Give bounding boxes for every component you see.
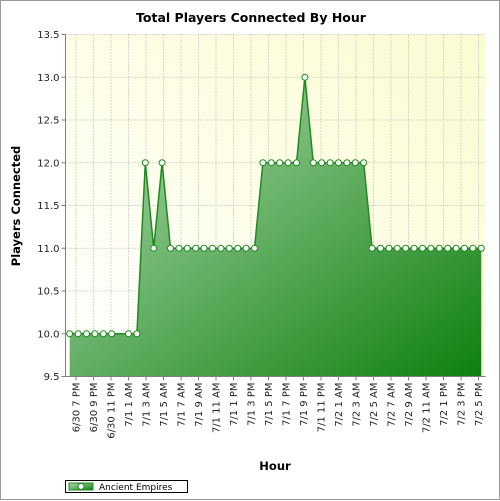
x-tick-label: 7/1 7 PM [282,383,293,426]
data-point [410,244,418,252]
x-tick-label: 6/30 7 PM [72,383,83,433]
x-tick-label: 7/2 7 AM [387,383,398,427]
legend-marker [77,483,85,490]
x-tick-label: 7/2 1 PM [439,383,450,426]
data-point [469,244,477,252]
x-tick-label: 7/1 9 PM [299,383,310,426]
data-point [360,159,368,167]
series-area-fill [69,77,482,377]
y-tick-label: 13.5 [37,30,59,41]
y-axis-title: Players Connected [9,146,23,266]
data-point [335,159,342,167]
data-point [200,244,208,252]
data-point [343,159,351,167]
data-point [452,244,460,252]
data-point [167,244,174,252]
data-point [276,159,284,167]
y-tick-label: 11.5 [37,201,59,212]
data-point [461,244,468,252]
data-point [351,159,359,167]
data-point [66,330,74,338]
data-point [377,244,384,252]
data-point [192,244,200,252]
data-point [259,159,267,167]
x-tick-label: 7/1 9 AM [194,383,205,427]
data-point [435,244,443,252]
data-point [74,330,82,338]
x-tick-labels: 6/30 7 PM 6/30 9 PM 6/30 11 PM 7/1 1 AM 7/1 … [72,383,486,439]
x-tick-label: 7/1 3 PM [247,383,258,426]
y-tick-label: 10.0 [37,329,59,340]
y-tick-label: 12.0 [37,158,59,169]
data-point [251,244,258,252]
series-area [69,77,482,377]
series-points [66,73,485,338]
data-point [301,73,309,81]
x-tick-label: 7/1 11 AM [212,383,223,434]
x-tick-label: 7/2 3 AM [352,383,363,427]
chart-title: Total Players Connected By Hour [136,10,367,25]
x-tick-label: 7/2 11 AM [422,383,433,434]
y-tick-label: 11.0 [37,244,59,255]
data-point [309,159,317,167]
y-tick-labels: 9.5 10.0 10.5 11.0 11.5 12.0 12.5 13.0 13.5 [37,30,59,383]
data-point [419,244,426,252]
data-point [108,330,116,338]
data-point [91,330,99,338]
x-tick-label: 7/2 3 PM [457,383,468,426]
y-tick-label: 10.5 [37,287,59,298]
legend: Ancient Empires [65,480,188,493]
data-point [385,244,393,252]
x-tick-label: 7/1 1 PM [229,383,240,426]
data-point [175,244,183,252]
data-point [368,244,376,252]
data-point [267,159,275,167]
data-point [234,244,242,252]
x-tick-label: 6/30 11 PM [107,383,118,439]
legend-label: Ancient Empires [99,483,173,493]
data-point [83,330,90,338]
data-point [402,244,410,252]
x-tick-label: 7/2 9 AM [404,383,415,427]
x-tick-label: 7/2 5 PM [474,383,485,426]
data-point [284,159,292,167]
data-point [209,244,216,252]
x-tick-label: 7/2 1 AM [334,383,345,427]
data-point [158,159,166,167]
data-point [293,159,300,167]
data-point [217,244,225,252]
x-tick-label: 7/1 1 AM [124,383,135,427]
x-tick-label: 6/30 9 PM [89,383,100,433]
x-tick-label: 7/1 5 PM [264,383,275,426]
x-tick-label: 7/2 5 AM [369,383,380,427]
data-point [225,244,233,252]
x-axis-title: Hour [259,459,291,473]
x-tick-label: 7/1 11 PM [317,383,328,433]
y-tick-label: 12.5 [37,116,59,127]
data-point [183,244,191,252]
y-tick-label: 13.0 [37,73,59,84]
data-point [125,330,132,338]
x-tick-label: 7/1 5 AM [159,383,170,427]
data-point [150,244,158,252]
x-tick-label: 7/1 7 AM [177,383,188,427]
data-point [242,244,250,252]
data-point [444,244,452,252]
data-point [477,244,485,252]
legend-box [65,480,188,493]
data-point [99,330,107,338]
data-point [326,159,334,167]
y-tick-label: 9.5 [44,372,60,383]
data-point [393,244,401,252]
data-point [318,159,326,167]
x-tick-label: 7/1 3 AM [142,383,153,427]
data-point [427,244,435,252]
data-point [141,159,149,167]
data-point [133,330,141,338]
